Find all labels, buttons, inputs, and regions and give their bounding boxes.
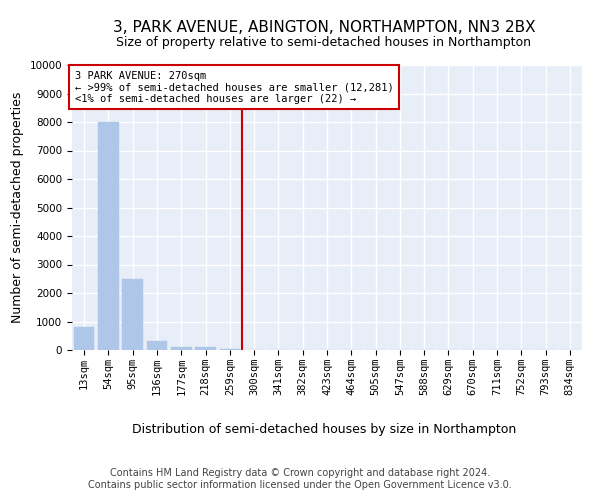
Bar (98, 122, 119, 350)
Text: Contains HM Land Registry data © Crown copyright and database right 2024.
Contai: Contains HM Land Registry data © Crown c… (88, 468, 512, 490)
Y-axis label: Number of semi-detached properties: Number of semi-detached properties (11, 92, 24, 323)
Text: 3 PARK AVENUE: 270sqm
← >99% of semi-detached houses are smaller (12,281)
<1% of: 3 PARK AVENUE: 270sqm ← >99% of semi-det… (74, 70, 394, 104)
Text: Distribution of semi-detached houses by size in Northampton: Distribution of semi-detached houses by … (132, 424, 516, 436)
Bar (146, 342, 167, 350)
Text: Size of property relative to semi-detached houses in Northampton: Size of property relative to semi-detach… (116, 36, 532, 49)
Bar (122, 279, 143, 350)
Bar (171, 347, 191, 350)
Text: 3, PARK AVENUE, ABINGTON, NORTHAMPTON, NN3 2BX: 3, PARK AVENUE, ABINGTON, NORTHAMPTON, N… (113, 20, 535, 35)
Bar (220, 348, 240, 350)
Bar (195, 347, 216, 350)
Bar (74, 327, 94, 350)
